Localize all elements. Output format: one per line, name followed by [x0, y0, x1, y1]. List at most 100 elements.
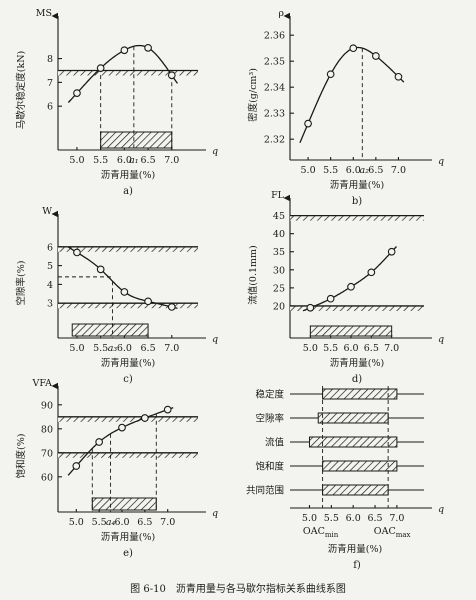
data-point — [367, 268, 376, 277]
data-point — [144, 297, 152, 306]
y-tick-label: 6 — [47, 102, 53, 113]
data-point — [349, 44, 358, 53]
x-tick-label: 6.5 — [137, 517, 152, 528]
data-point — [95, 438, 103, 446]
x-axis-label: 沥青用量(%) — [101, 531, 155, 543]
y-tick-label: 20 — [273, 301, 285, 312]
x-tick-extra-label: a₃ — [108, 343, 118, 354]
y-axis-symbol: FL — [271, 190, 285, 201]
x-tick-label: 5.0 — [303, 343, 318, 354]
y-tick-label: 40 — [273, 229, 285, 240]
charts-layer: q MS 马歇尔稳定度(kN) 6 7 8 5.0 5.5 6.0 6.5 7.0 a₁ 沥青用量(%)… — [15, 8, 444, 571]
y-axis-label: 流值(0.1mm) — [247, 245, 259, 305]
data-point — [144, 44, 152, 52]
x-tick-label: 6.0 — [117, 155, 132, 166]
oac-max-label: OACmax — [374, 526, 411, 539]
panel-caption: a) — [123, 186, 133, 197]
summary-row-label: 共同范围 — [246, 485, 284, 497]
panel-caption: f) — [353, 560, 361, 571]
y-tick-label: 7 — [47, 78, 53, 89]
x-tick-label: 5.0 — [302, 513, 317, 524]
y-tick-label: 25 — [273, 283, 285, 294]
y-tick-label: 35 — [273, 247, 285, 258]
spec-limit-hatch — [58, 70, 198, 76]
x-axis-label: 沥青用量(%) — [101, 357, 155, 369]
summary-row-label: 空隙率 — [255, 413, 284, 425]
data-point — [72, 462, 81, 470]
acceptable-range-bar — [91, 497, 157, 511]
spec-limit-hatch — [58, 452, 198, 458]
data-point — [394, 72, 403, 81]
y-axis-symbol: MS — [36, 8, 52, 19]
fitted-curve — [299, 46, 405, 143]
data-point — [167, 71, 176, 80]
y-axis-label: 密度(g/cm³) — [247, 68, 259, 122]
y-tick-label: 45 — [273, 211, 285, 222]
y-axis-label: 马歇尔稳定度(kN) — [15, 51, 27, 129]
x-axis-label: 沥青用量(%) — [330, 357, 384, 369]
acceptable-range-bar — [309, 325, 393, 337]
marker-label: a₂ — [360, 165, 370, 176]
y-tick-label: 8 — [47, 54, 53, 65]
y-tick-label: 80 — [41, 424, 53, 435]
x-tick-label: 6.5 — [141, 343, 156, 354]
summary-row-label: 流值 — [265, 437, 285, 449]
data-point — [304, 119, 312, 128]
chart-panel-d: q FL 流值(0.1mm) 20 25 30 35 40 45 5.0 5.5 6.0 6.5 7.0沥… — [247, 190, 444, 385]
y-tick-label: 90 — [41, 400, 53, 411]
x-axis-symbol: q — [212, 508, 218, 519]
y-tick-label: 5 — [47, 261, 53, 272]
x-tick-label: 6.0 — [346, 165, 361, 176]
x-tick-label: 6.0 — [346, 513, 361, 524]
y-tick-label: 2.34 — [264, 83, 285, 94]
panel-caption: c) — [123, 374, 133, 385]
y-axis-symbol: ρ — [278, 8, 284, 19]
data-point — [120, 46, 129, 55]
x-tick-label: 5.5 — [93, 155, 108, 166]
summary-range-bar — [322, 460, 398, 472]
acceptable-range-bar — [100, 131, 173, 149]
y-axis-label: 空隙率(%) — [15, 261, 27, 306]
data-point — [73, 248, 81, 257]
x-axis-label: 沥青用量(%) — [101, 169, 155, 181]
data-point — [387, 247, 396, 256]
x-tick-extra-label: a₄ — [106, 517, 116, 528]
summary-range-bar — [308, 436, 398, 448]
y-tick-label: 60 — [41, 472, 53, 483]
spec-limit-hatch — [290, 305, 424, 311]
data-point — [120, 288, 129, 296]
data-point — [118, 423, 126, 432]
x-axis-label: 沥青用量(%) — [330, 179, 384, 191]
chart-panel-a: q MS 马歇尔稳定度(kN) 6 7 8 5.0 5.5 6.0 6.5 7.0 a₁ 沥青用量(%)… — [15, 8, 218, 197]
y-tick-label: 30 — [273, 265, 285, 276]
x-axis-symbol: q — [438, 156, 444, 167]
summary-range-bar — [322, 484, 389, 496]
data-point — [326, 294, 335, 303]
y-tick-label: 2.35 — [264, 57, 285, 68]
x-tick-label: 6.5 — [367, 513, 382, 524]
y-axis-symbol: VFA — [32, 378, 53, 389]
fitted-curve — [68, 246, 178, 309]
spec-limit-hatch — [290, 215, 424, 221]
spec-limit-hatch — [58, 246, 198, 252]
x-tick-label: 5.0 — [69, 155, 84, 166]
data-point — [96, 265, 105, 274]
x-tick-label: 5.5 — [92, 517, 107, 528]
chart-panel-e: q VFA 饱和度(%) 60 70 80 90 5.0 5.5 6.0 6.5 7.0 a₄ 沥青用量(… — [15, 378, 218, 559]
data-point — [163, 405, 172, 414]
acceptable-range-bar — [71, 323, 149, 337]
data-point — [96, 64, 105, 72]
data-point — [73, 89, 81, 97]
x-tick-label: 6.0 — [343, 343, 358, 354]
summary-range-bar — [317, 412, 389, 424]
y-tick-label: 2.33 — [264, 109, 285, 120]
summary-range-bar — [322, 388, 398, 400]
x-tick-label: 5.0 — [69, 343, 84, 354]
oac-min-label: OACmin — [303, 526, 339, 539]
chart-panel-b: q ρ 密度(g/cm³) 2.32 2.33 2.34 2.35 2.36 5.0 5.5 6.0… — [247, 8, 444, 207]
y-tick-label: 70 — [41, 448, 53, 459]
x-axis-symbol: q — [212, 334, 218, 345]
panel-caption: e) — [123, 548, 133, 559]
